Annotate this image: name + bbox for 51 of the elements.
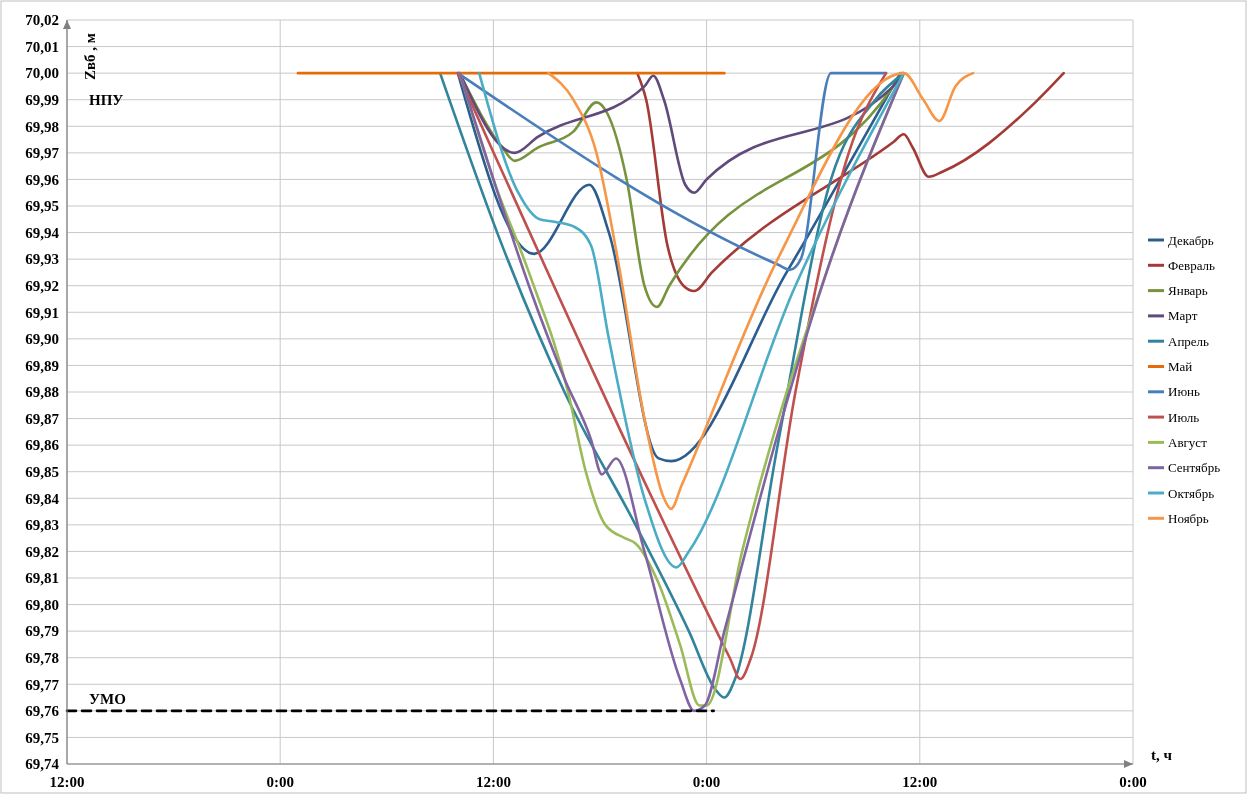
legend-label: Май [1168, 359, 1193, 375]
y-tick-label: 69,95 [25, 198, 59, 215]
legend-label: Июнь [1168, 384, 1201, 400]
y-tick-label: 69,94 [25, 224, 60, 241]
y-axis-title: Zвб , м [82, 33, 98, 80]
y-tick-label: 69,74 [25, 756, 60, 773]
y-tick-label: 69,80 [25, 596, 59, 613]
y-tick-label: 70,01 [25, 38, 59, 55]
legend-label: Февраль [1168, 257, 1216, 273]
annotation: НПУ [89, 92, 124, 108]
annotation: УМО [89, 691, 126, 707]
x-tick-label: 0:00 [692, 774, 721, 790]
legend-label: Август [1168, 434, 1208, 450]
legend-label: Январь [1168, 283, 1208, 299]
y-tick-label: 69,78 [25, 649, 59, 666]
y-tick-label: 69,84 [25, 490, 60, 507]
x-tick-label: 12:00 [475, 774, 511, 790]
x-tick-label: 12:00 [902, 774, 938, 790]
legend-label: Октябрь [1168, 485, 1215, 501]
y-tick-label: 69,96 [25, 171, 60, 188]
x-axis-title: t, ч [1151, 747, 1173, 763]
legend-label: Сентябрь [1168, 460, 1221, 476]
y-tick-label: 69,97 [25, 145, 60, 162]
y-tick-label: 69,81 [25, 570, 59, 587]
y-tick-label: 69,98 [25, 118, 59, 135]
x-tick-label: 0:00 [266, 774, 294, 790]
x-tick-label: 12:00 [49, 774, 85, 790]
x-tick-label: 0:00 [1119, 774, 1147, 790]
y-tick-label: 69,75 [25, 729, 59, 746]
y-tick-label: 69,77 [25, 676, 60, 693]
y-tick-label: 69,89 [25, 357, 59, 374]
y-tick-label: 69,86 [25, 437, 60, 454]
y-tick-label: 69,87 [25, 410, 60, 427]
y-tick-label: 70,02 [25, 12, 59, 29]
y-tick-label: 69,88 [25, 384, 59, 401]
legend-label: Апрель [1168, 333, 1210, 349]
legend-label: Декабрь [1168, 232, 1214, 248]
y-tick-label: 70,00 [25, 65, 59, 82]
y-tick-label: 69,99 [25, 91, 59, 108]
legend-label: Июль [1168, 409, 1200, 425]
y-tick-label: 69,91 [25, 304, 59, 321]
y-tick-label: 69,82 [25, 543, 59, 560]
y-tick-label: 69,85 [25, 463, 59, 480]
legend-label: Март [1168, 308, 1198, 324]
y-tick-label: 69,79 [25, 623, 59, 640]
y-tick-label: 69,83 [25, 517, 59, 534]
y-tick-label: 69,76 [25, 703, 60, 720]
y-tick-label: 69,93 [25, 251, 59, 268]
y-tick-label: 69,92 [25, 277, 59, 294]
y-tick-label: 69,90 [25, 331, 59, 348]
legend-label: Ноябрь [1168, 510, 1209, 526]
